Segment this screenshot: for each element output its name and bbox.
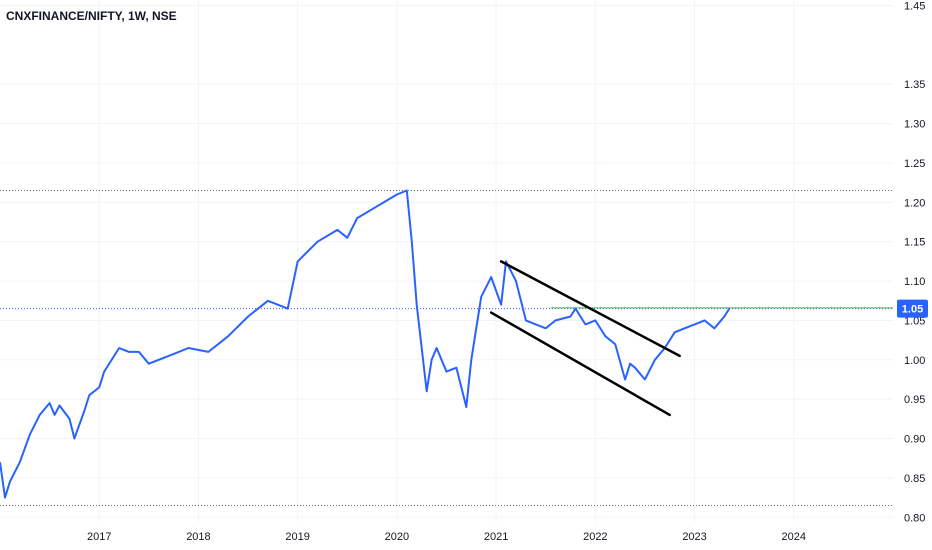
x-tick-label: 2021: [484, 531, 508, 543]
y-tick-label: 0.90: [904, 434, 925, 446]
x-axis[interactable]: 2017 2018 2019 2020 2021 2022 2023 2024: [87, 531, 806, 543]
level-lines: [0, 190, 893, 506]
y-tick-label: 0.80: [904, 512, 925, 524]
y-tick-label: 1.45: [904, 1, 925, 13]
series-layer: [0, 189, 731, 499]
y-tick-label: 1.10: [904, 276, 925, 288]
x-tick-label: 2019: [285, 531, 309, 543]
y-tick-label: 1.00: [904, 355, 925, 367]
y-tick-label: 1.15: [904, 237, 925, 249]
x-tick-label: 2023: [682, 531, 706, 543]
x-tick-label: 2018: [186, 531, 210, 543]
y-tick-label: 0.95: [904, 394, 925, 406]
y-tick-label: 1.35: [904, 79, 925, 91]
x-tick-label: 2022: [583, 531, 607, 543]
y-tick-label: 1.25: [904, 158, 925, 170]
y-tick-label: 1.30: [904, 119, 925, 131]
chart-title: CNXFINANCE/NIFTY, 1W, NSE: [6, 9, 177, 23]
price-series-line: [0, 189, 731, 499]
drawings-layer: [489, 260, 681, 417]
channel-upper-line: [499, 260, 681, 358]
current-price-badge-label: 1.05: [902, 304, 923, 316]
y-tick-label: 1.05: [904, 315, 925, 327]
x-tick-label: 2017: [87, 531, 111, 543]
x-tick-label: 2024: [782, 531, 806, 543]
x-tick-label: 2020: [385, 531, 409, 543]
y-axis[interactable]: 0.80 0.85 0.90 0.95 1.00 1.05 1.10 1.15 1.20 1.25…: [897, 1, 928, 525]
y-tick-label: 1.20: [904, 197, 925, 209]
channel-lower-line: [489, 311, 671, 417]
grid: [0, 0, 893, 522]
y-tick-label: 0.85: [904, 473, 925, 485]
current-price-badge: [897, 299, 928, 318]
